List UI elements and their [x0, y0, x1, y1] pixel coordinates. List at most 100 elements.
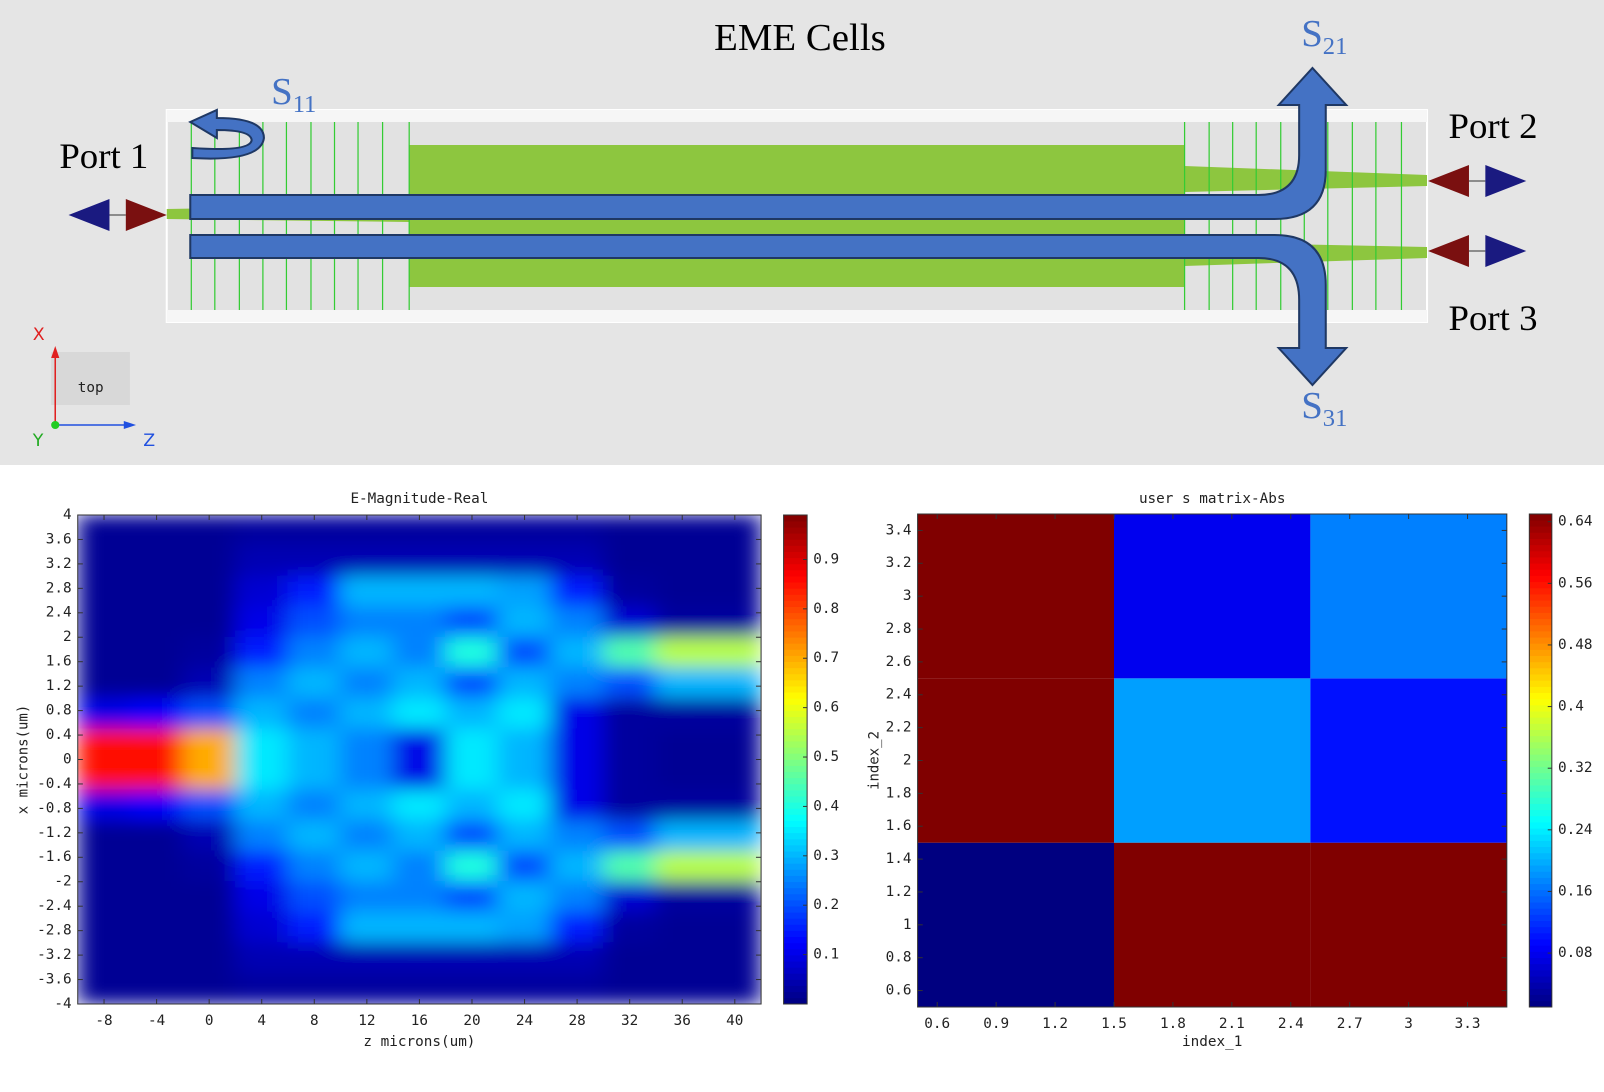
heat-cell	[392, 911, 447, 944]
x-tick-label: 12	[358, 1013, 375, 1029]
colorbar-swatch	[1529, 766, 1552, 774]
heat-cell	[392, 820, 447, 852]
heat-cell	[77, 545, 131, 577]
heat-cell	[708, 850, 762, 883]
heat-cell	[1310, 842, 1507, 1007]
view-box	[51, 352, 130, 405]
colorbar-swatch	[1529, 945, 1552, 952]
port-label: Port 3	[1449, 298, 1538, 338]
heat-cell	[708, 759, 762, 791]
heat-cell	[550, 545, 604, 577]
colorbar-swatch	[783, 612, 808, 620]
heat-cell	[340, 667, 394, 699]
colorbar-tick-label: 0.8	[813, 601, 839, 617]
colorbar-swatch	[1529, 569, 1552, 576]
heat-cell	[340, 881, 394, 913]
colorbar-swatch	[783, 771, 808, 779]
colorbar-tick-label: 0.1	[813, 947, 839, 963]
heat-cell	[182, 606, 236, 638]
x-tick-label: 4	[257, 1013, 266, 1029]
colorbar-swatch	[783, 997, 808, 1005]
colorbar-swatch	[1529, 717, 1552, 724]
port-label: Port 1	[59, 136, 148, 176]
colorbar-swatch	[783, 850, 808, 858]
chart-title: user s matrix-Abs	[1139, 491, 1286, 507]
axis-letter: Y	[32, 431, 44, 451]
heat-cell	[655, 759, 710, 791]
port-arrow	[1485, 235, 1527, 267]
heat-cell	[340, 575, 394, 608]
colorbar-swatch	[783, 551, 808, 559]
heat-cell	[234, 850, 289, 883]
y-axis-label: x microns(um)	[15, 705, 31, 815]
heat-cell	[182, 728, 236, 760]
colorbar-swatch	[1529, 526, 1552, 533]
heat-cell	[287, 606, 342, 638]
heat-cell	[550, 820, 604, 852]
heat-cell	[129, 697, 184, 730]
colorbar-swatch	[1529, 606, 1552, 613]
colorbar-swatch	[783, 832, 808, 840]
x-tick-label: 1.8	[1160, 1016, 1186, 1032]
charts: -8 -4 0 4 8 12 16 20 24 28 32 36 40-4-3.6-3.2-2.8-2.…	[15, 491, 1592, 1050]
y-tick-label: -0.8	[37, 800, 71, 816]
heatmap-chart: -8 -4 0 4 8 12 16 20 24 28 32 36 40-4-3.6-3.2-2.8-2.…	[15, 491, 839, 1050]
colorbar-tick-label: 0.5	[813, 749, 839, 765]
heat-cell	[392, 972, 447, 1004]
heat-cell	[234, 575, 289, 608]
colorbar-swatch	[783, 746, 808, 754]
heat-cell	[129, 789, 184, 822]
colorbar-swatch	[1529, 1000, 1552, 1008]
colorbar-swatch	[783, 795, 808, 803]
heat-cell	[77, 911, 131, 944]
heat-cell	[392, 697, 447, 730]
y-tick-label: 3.6	[46, 532, 72, 548]
colorbar-tick-label: 0.64	[1558, 514, 1592, 530]
colorbar-swatch	[1529, 563, 1552, 570]
colorbar-frame	[1528, 513, 1553, 1008]
heat-cell	[287, 545, 342, 577]
heat-cell	[497, 850, 552, 883]
heat-cell	[129, 942, 184, 974]
colorbar-swatch	[1529, 803, 1552, 811]
colorbar-tick-label: 0.4	[813, 799, 839, 815]
colorbar-swatch	[1529, 729, 1552, 737]
y-tick-label: 0	[63, 752, 72, 768]
heat-cell	[445, 820, 499, 852]
colorbar-swatch	[1529, 754, 1552, 761]
y-tick-label: -3.6	[37, 972, 71, 988]
x-tick-label: 16	[411, 1013, 428, 1029]
y-tick-label: -2.4	[37, 898, 71, 914]
colorbar-swatch	[1529, 655, 1552, 663]
colorbar-swatch	[783, 594, 808, 601]
x-axis-label: index_1	[1182, 1034, 1242, 1050]
y-tick-label: 3.4	[886, 523, 912, 539]
colorbar-swatch	[1529, 895, 1552, 903]
port-arrow	[68, 199, 110, 231]
heatmap-cells	[917, 514, 1507, 1007]
heat-cell	[497, 697, 552, 730]
colorbar-swatch	[783, 655, 808, 662]
colorbar-swatch	[783, 691, 808, 699]
colorbar-swatch	[783, 918, 808, 925]
colorbar-swatch	[783, 636, 808, 644]
colorbar-swatch	[1529, 667, 1552, 675]
heat-cell	[392, 515, 447, 547]
heat-cell	[287, 789, 342, 822]
colorbar-swatch	[1529, 938, 1552, 946]
colorbar-swatch	[1529, 969, 1552, 977]
heat-cell	[77, 667, 131, 699]
y-tick-label: 2	[903, 753, 912, 769]
heat-cell	[550, 881, 604, 913]
colorbar-swatch	[1529, 975, 1552, 983]
colorbar-swatch	[783, 685, 808, 693]
x-tick-label: 2.7	[1337, 1016, 1363, 1032]
chart-title: E-Magnitude-Real	[350, 491, 488, 507]
heat-cell	[445, 545, 499, 577]
colorbar-swatch	[1529, 791, 1552, 798]
heat-cell	[602, 697, 657, 730]
heat-cell	[497, 667, 552, 699]
heat-cell	[917, 678, 1115, 843]
colorbar-swatch	[1529, 538, 1552, 546]
colorbar-swatch	[1529, 901, 1552, 909]
